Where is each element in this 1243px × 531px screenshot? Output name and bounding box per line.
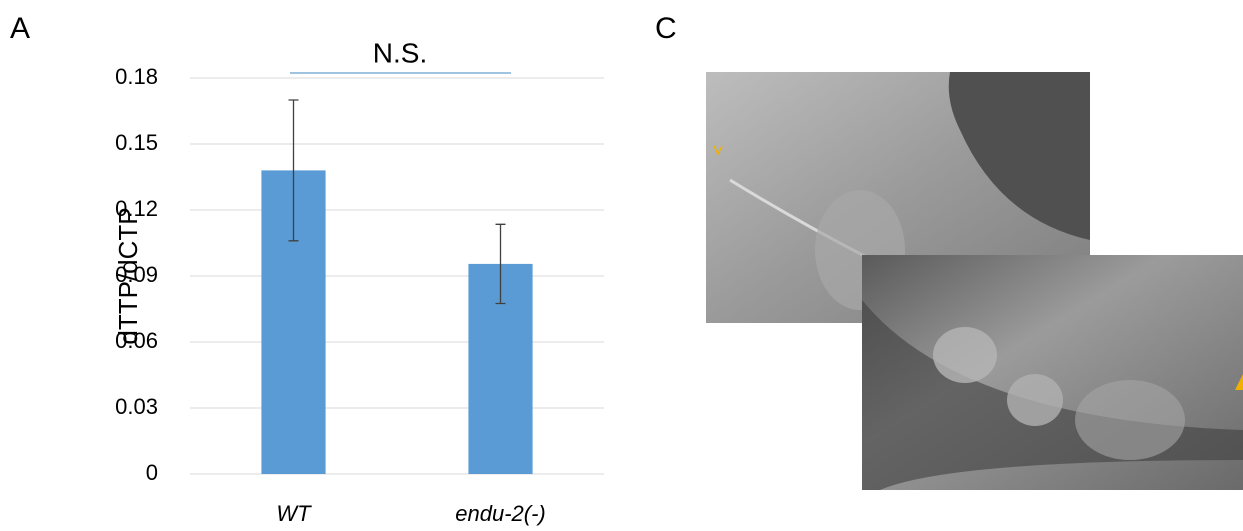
annotation: N.S. bbox=[373, 37, 427, 68]
y-tick-label: 0.15 bbox=[115, 130, 158, 155]
y-tick-label: 0.18 bbox=[115, 64, 158, 89]
y-tick-label: 0.03 bbox=[115, 394, 158, 419]
y-tick-label: 0.06 bbox=[115, 328, 158, 353]
x-tick-label: WT bbox=[276, 501, 312, 526]
y-tick-label: 0.09 bbox=[115, 262, 158, 287]
y-tick-label: 0 bbox=[146, 460, 158, 485]
x-tick-label: endu-2(-) bbox=[455, 501, 545, 526]
panel-label: C bbox=[655, 12, 677, 45]
micrograph bbox=[706, 72, 1243, 490]
figure: A C dTTP/dCTP N.S. 00.030.060.090.120.15… bbox=[0, 0, 1243, 531]
panel-label: A bbox=[10, 12, 30, 45]
y-tick-label: 0.12 bbox=[115, 196, 158, 221]
